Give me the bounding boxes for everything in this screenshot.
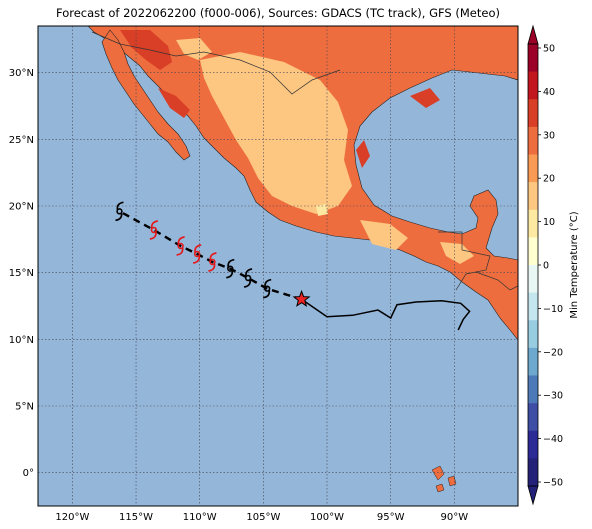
border-us-mexico (91, 31, 341, 95)
x-tick-label: 100°W (310, 512, 344, 523)
map-frame (37, 25, 519, 507)
y-tick-label: 20°N (9, 202, 34, 213)
colorbar-tick-label: 40 (543, 87, 555, 98)
colorbar-cell (528, 237, 538, 266)
colorbar-cell (528, 458, 538, 487)
tropical-cyclone-icon (263, 278, 272, 299)
colorbar-tick-label: 30 (543, 130, 555, 141)
colorbar-cell (528, 430, 538, 459)
colorbar-tick-label: −10 (543, 304, 563, 315)
tropical-cyclone-icon (115, 201, 124, 222)
colorbar-tick-label: −50 (543, 478, 563, 489)
y-tick-label: 15°N (9, 268, 34, 279)
hot-area-gulf-coast (356, 140, 370, 168)
forecast-positions (115, 201, 272, 299)
colorbar-cells (528, 44, 538, 487)
colorbar-tick-label: −40 (543, 434, 563, 445)
colorbar-extend-bottom (527, 485, 539, 506)
highland-area-south (360, 220, 408, 250)
highland-area-guatemala (440, 242, 474, 264)
map-title: Forecast of 2022062200 (f000-006), Sourc… (56, 6, 500, 20)
highland-area-northwest (176, 38, 212, 60)
gridlines (38, 26, 518, 506)
x-tick-label: 95°W (377, 512, 405, 523)
colorbar-cell (528, 292, 538, 321)
colorbar-cell (528, 209, 538, 238)
colorbar-tick-label: −30 (543, 391, 563, 402)
land-baja-california (101, 29, 191, 161)
forecast-track-line (118, 210, 302, 301)
cool-spot (316, 204, 328, 216)
highland-area-sierra (200, 52, 352, 214)
tropical-cyclone-icon (176, 236, 185, 256)
colorbar-cell (528, 403, 538, 432)
y-tick-label: 10°N (9, 335, 34, 346)
y-tick-label: 0° (23, 468, 34, 479)
x-tick-label: 110°W (183, 512, 217, 523)
y-tick-label: 25°N (9, 135, 34, 146)
x-tick-label: 115°W (119, 512, 153, 523)
border-guatemala (438, 231, 491, 291)
hot-area-sinaloa (158, 88, 190, 118)
colorbar-tick-label: 50 (543, 44, 555, 55)
colorbar-tick-label: 20 (543, 174, 555, 185)
y-tick-label: 5°N (15, 402, 34, 413)
hot-area-sonora (120, 30, 172, 70)
colorbar-cell (528, 182, 538, 211)
map-panel (38, 26, 518, 506)
colorbar: 50 40 30 20 10 0 −10 −20 −30 −40 −50 Min Temperatu… (527, 24, 580, 506)
past-track-line (301, 298, 471, 331)
tropical-cyclone-icon (149, 220, 159, 240)
storm-current-position-marker (292, 289, 311, 307)
colorbar-tick-label: −20 (543, 347, 563, 358)
colorbar-tick-labels: 50 40 30 20 10 0 −10 −20 −30 −40 −50 (538, 44, 563, 489)
tropical-cyclone-icon (208, 252, 217, 272)
colorbar-cell (528, 44, 538, 72)
colorbar-cell (528, 320, 538, 349)
axis-tick-labels: 120°W 115°W 110°W 105°W 100°W 95°W 90°W 0° 5°N 10… (9, 68, 468, 523)
colorbar-tick-label: 0 (543, 261, 549, 272)
x-tick-label: 120°W (55, 512, 89, 523)
colorbar-cell (528, 154, 538, 183)
border-central-america (475, 271, 518, 291)
colorbar-cell (528, 347, 538, 376)
hot-area-yucatan (410, 88, 440, 108)
colorbar-cell (528, 99, 538, 128)
colorbar-label: Min Temperature (°C) (569, 211, 580, 318)
tropical-cyclone-icon (192, 244, 202, 264)
x-tick-label: 90°W (441, 512, 469, 523)
x-tick-label: 105°W (246, 512, 280, 523)
colorbar-cell (528, 126, 538, 155)
colorbar-extend-top (527, 24, 539, 45)
colorbar-cell (528, 71, 538, 100)
colorbar-cell (528, 375, 538, 404)
colorbar-cell (528, 265, 538, 293)
colorbar-tick-label: 10 (543, 217, 555, 228)
y-tick-label: 30°N (9, 68, 34, 79)
tropical-cyclone-icon (226, 258, 235, 279)
tropical-cyclone-icon (243, 268, 253, 288)
